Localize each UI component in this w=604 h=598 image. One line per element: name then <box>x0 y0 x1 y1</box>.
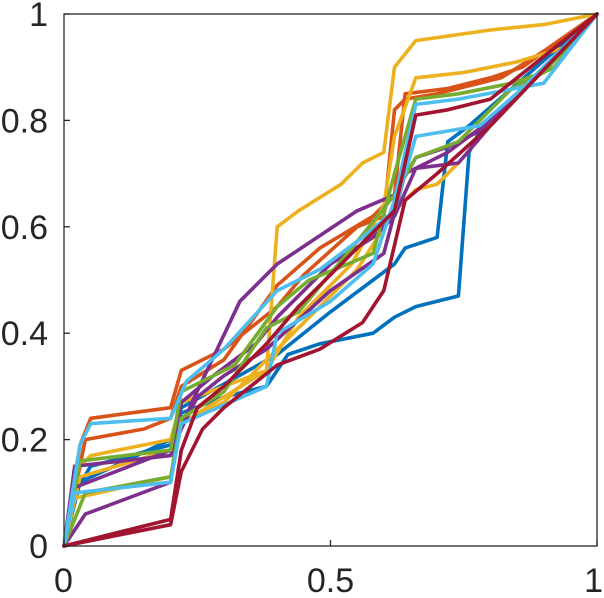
series-line-16 <box>62 12 599 548</box>
series-line-15 <box>62 12 599 548</box>
x-tick-label: 0 <box>54 562 73 598</box>
series-line-14 <box>62 12 599 548</box>
series-line-4 <box>62 12 599 548</box>
series-layer <box>62 12 599 548</box>
y-tick-label: 1 <box>29 0 48 34</box>
y-tick-label: 0.6 <box>1 209 48 247</box>
series-line-3 <box>62 12 599 548</box>
y-tick-label: 0.2 <box>1 422 48 460</box>
y-tick-label: 0.4 <box>1 315 48 353</box>
series-line-5 <box>62 12 599 548</box>
y-tick-label: 0.8 <box>1 102 48 140</box>
x-tick-label: 0.5 <box>307 562 354 598</box>
y-tick-label: 0 <box>29 528 48 566</box>
series-line-13 <box>62 12 599 548</box>
series-line-12 <box>62 12 599 548</box>
x-tick-label: 1 <box>584 562 603 598</box>
